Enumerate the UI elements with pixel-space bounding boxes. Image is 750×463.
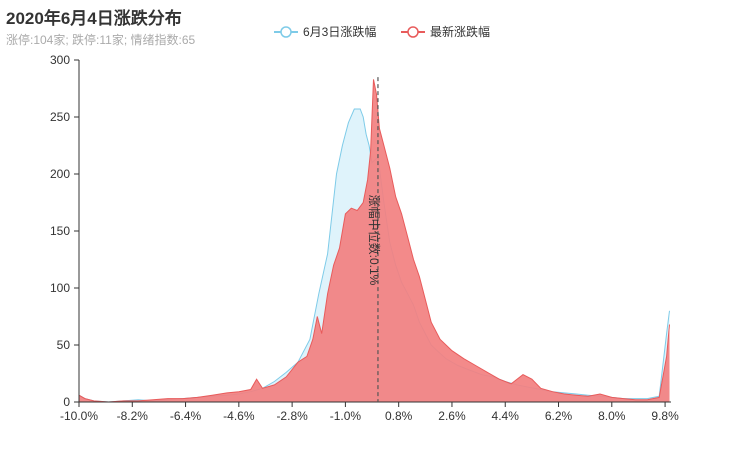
y-tick-label: 250 xyxy=(50,110,70,124)
x-tick-label: 8.0% xyxy=(598,409,626,423)
y-tick-label: 100 xyxy=(50,281,70,295)
x-tick-label: 4.4% xyxy=(492,409,520,423)
y-tick-label: 0 xyxy=(63,395,70,409)
chart-title: 2020年6月4日涨跌分布 xyxy=(6,9,182,28)
x-tick-label: -6.4% xyxy=(170,409,202,423)
series-line-1 xyxy=(78,79,670,403)
chart-subtitle: 涨停:104家; 跌停:11家; 情绪指数:65 xyxy=(6,33,196,47)
legend-label-0: 6月3日涨跌幅 xyxy=(303,24,376,39)
x-tick-label: -8.2% xyxy=(117,409,149,423)
y-tick-label: 200 xyxy=(50,167,70,181)
y-tick-label: 300 xyxy=(50,53,70,67)
legend-marker-0 xyxy=(280,26,292,38)
x-tick-label: 6.2% xyxy=(545,409,573,423)
x-tick-label: -2.8% xyxy=(276,409,308,423)
x-tick-label: -4.6% xyxy=(223,409,255,423)
x-tick-label: -1.0% xyxy=(330,409,362,423)
y-tick-label: 150 xyxy=(50,224,70,238)
x-tick-label: -10.0% xyxy=(60,409,98,423)
y-tick-label: 50 xyxy=(57,338,71,352)
x-tick-label: 2.6% xyxy=(438,409,466,423)
x-tick-label: 0.8% xyxy=(385,409,413,423)
median-label: 涨幅中位数:0.1% xyxy=(367,195,382,286)
legend-marker-1 xyxy=(407,26,419,38)
legend-label-1: 最新涨跌幅 xyxy=(430,24,490,39)
x-tick-label: 9.8% xyxy=(651,409,679,423)
series-area-1 xyxy=(79,79,670,403)
